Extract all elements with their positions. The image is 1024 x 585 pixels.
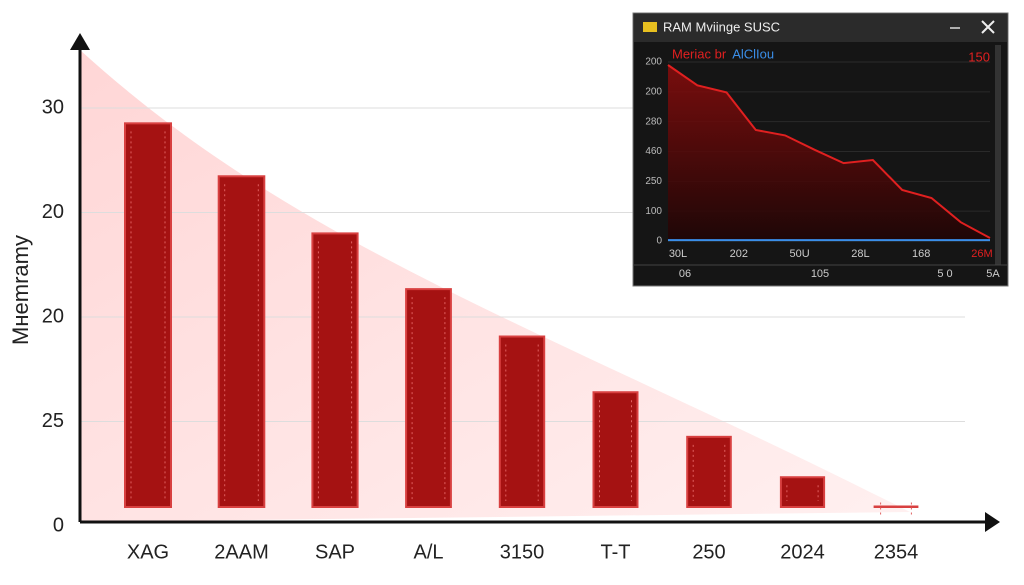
y-tick-label: 100 [645,206,662,217]
bar [498,335,546,508]
x-tick-label: 2AAM [214,541,268,563]
scrollbar [995,45,1001,265]
x-tick-label: 50U [790,248,810,260]
x-tick-label: 30L [669,248,687,260]
y-arrow [70,33,90,50]
y-tick-label: 250 [645,176,662,187]
legend-label: Meriac br [672,46,727,61]
bar [779,476,826,509]
x-tick-label: 2354 [874,541,919,563]
y-tick-label: 200 [645,57,662,68]
y-tick-label: 20 [42,201,64,223]
x-tick-label: T-T [601,541,631,563]
y-axis-label: Mнemramy [8,235,33,345]
window-title: RAM Mviinge SUSC [663,19,780,34]
inset-chart: 200 200 280 460 250 100 0 150 Meriac br AlClIou 30… [645,46,1000,279]
bar [405,288,452,508]
background-area [80,50,910,522]
x-arrow [985,512,1000,532]
corner-label: 150 [968,49,990,64]
footer-label: 06 [679,268,691,280]
bar [124,122,172,509]
x-tick-label: 3150 [500,541,545,563]
y-tick-label: 30 [42,96,64,118]
y-tick-label: 25 [42,410,64,432]
footer-label: 5 0 [937,268,952,280]
area [668,65,990,241]
bar [686,435,732,508]
y-tick-label: 200 [645,86,662,97]
title-bar [634,14,1007,42]
x-tick-label: 26M [971,248,992,260]
legend-label: AlClIou [732,46,774,61]
bar [217,175,266,508]
x-tick-label: 28L [851,248,869,260]
y-tick-label: 280 [645,116,662,127]
x-tick-label: 202 [730,248,748,260]
series-line [667,64,991,239]
close-button[interactable] [981,20,995,34]
y-tick-label: 0 [53,514,64,536]
window-icon [643,22,657,32]
y-tick-label: 460 [645,146,662,157]
y-tick-label: 0 [656,236,662,247]
x-tick-label: 168 [912,248,930,260]
bar [311,232,359,508]
bar [873,505,919,509]
y-tick-label: 20 [42,305,64,327]
bar [592,391,639,508]
x-tick-label: A/L [413,541,443,563]
x-tick-label: 250 [692,541,725,563]
footer-label: 5A [986,268,1000,280]
x-tick-label: XAG [127,541,169,563]
x-tick-label: 2024 [780,541,825,563]
x-tick-label: SAP [315,541,355,563]
footer-label: 105 [811,268,829,280]
